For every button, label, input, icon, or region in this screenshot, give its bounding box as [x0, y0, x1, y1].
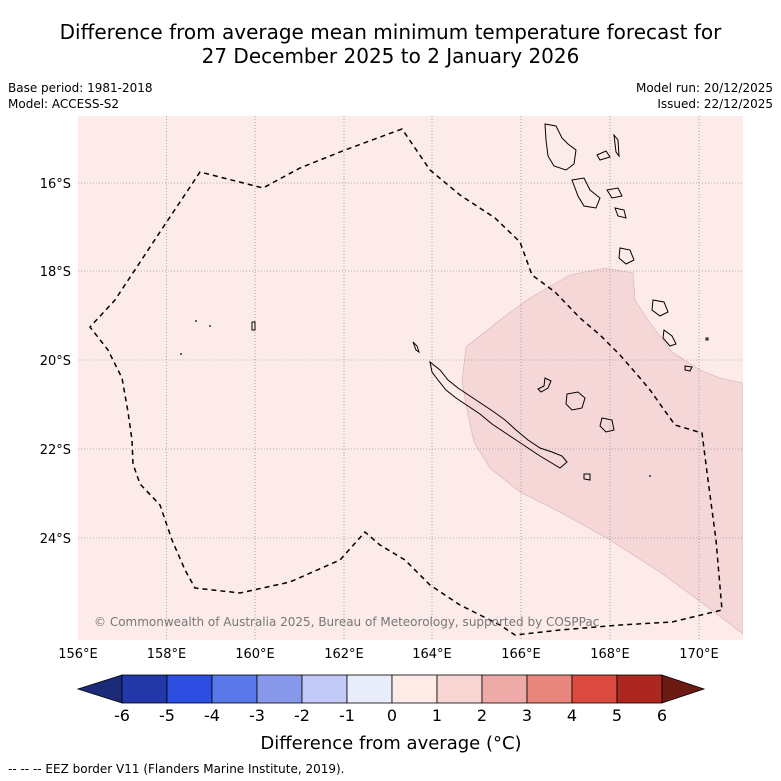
colorbar-tick-label: 1	[432, 706, 442, 725]
model-name: Model: ACCESS-S2	[8, 97, 120, 111]
colorbar-title: Difference from average (°C)	[260, 733, 521, 754]
issued-date: Issued: 22/12/2025	[657, 97, 773, 111]
colorbar-segment	[616, 674, 663, 704]
longitude-label: 170°E	[679, 647, 719, 662]
eez-footnote: -- -- -- EEZ border V11 (Flanders Marine…	[8, 762, 345, 776]
longitude-label: 156°E	[58, 647, 98, 662]
colorbar-segment	[526, 674, 573, 704]
colorbar-tick-label: 0	[387, 706, 397, 725]
epi-island	[614, 207, 627, 219]
colorbar-segment	[571, 674, 618, 704]
anomaly-plume-1-to-2	[461, 267, 743, 635]
belep-islands	[412, 341, 420, 354]
chesterfield-islands	[251, 321, 256, 331]
ambrym-island	[606, 187, 623, 199]
colorbar-tick-label: 4	[567, 706, 577, 725]
colorbar-over-arrow	[661, 674, 706, 704]
colorbar-tick-label: 2	[477, 706, 487, 725]
meta-right: Model run: 20/12/2025 Issued: 22/12/2025	[636, 80, 773, 112]
colorbar-segment	[301, 674, 348, 704]
aneityum-island	[684, 365, 693, 372]
longitude-label: 162°E	[324, 647, 364, 662]
latitude-label: 20°S	[40, 354, 71, 369]
colorbar-segment	[166, 674, 213, 704]
eez-border	[89, 128, 723, 636]
title-line-2: 27 December 2025 to 2 January 2026	[201, 44, 580, 68]
colorbar	[76, 674, 706, 704]
colorbar-tick-label: 3	[522, 706, 532, 725]
espiritu-santo-island	[544, 123, 577, 171]
walpole-island	[649, 475, 651, 477]
colorbar-segment	[391, 674, 438, 704]
colorbar-segment	[256, 674, 303, 704]
title-line-1: Difference from average mean minimum tem…	[59, 20, 722, 44]
new-caledonia-island	[429, 360, 568, 469]
colorbar-tick-label: -5	[159, 706, 175, 725]
erromango-island	[651, 299, 669, 317]
colorbar-under-arrow	[76, 674, 123, 704]
latitude-label: 16°S	[40, 177, 71, 192]
colorbar-tick-label: -2	[294, 706, 310, 725]
maewo-island	[613, 133, 620, 158]
reef-islet-2	[209, 325, 211, 327]
base-period: Base period: 1981-2018	[8, 81, 153, 95]
mare-island	[599, 417, 615, 433]
colorbar-tick-label: 6	[657, 706, 667, 725]
efate-island	[618, 247, 635, 265]
malo-island	[596, 150, 611, 161]
colorbar-tick-labels: -6 -5 -4 -3 -2 -1 0 1 2 3 4 5 6	[114, 706, 667, 725]
colorbar-segment	[211, 674, 258, 704]
longitude-labels: 156°E 158°E 160°E 162°E 164°E 166°E 168°E 170°E	[58, 647, 719, 662]
isle-of-pines	[583, 473, 591, 481]
latitude-label: 18°S	[40, 265, 71, 280]
colorbar-segment	[121, 674, 168, 704]
longitude-label: 158°E	[147, 647, 187, 662]
reef-islet-3	[180, 353, 182, 355]
latitude-label: 22°S	[40, 443, 71, 458]
ouvea-island	[537, 377, 552, 393]
longitude-label: 164°E	[412, 647, 452, 662]
latitude-labels: 16°S 18°S 20°S 22°S 24°S	[40, 177, 71, 547]
longitude-label: 160°E	[235, 647, 275, 662]
model-run: Model run: 20/12/2025	[635, 81, 773, 95]
colorbar-tick-label: -3	[249, 706, 265, 725]
colorbar-segment	[346, 674, 393, 704]
colorbar-tick-label: -1	[339, 706, 355, 725]
colorbar-segment	[481, 674, 528, 704]
map-gridlines	[78, 116, 743, 640]
malekula-island	[571, 177, 601, 209]
hunter-island	[705, 337, 709, 341]
longitude-label: 166°E	[501, 647, 541, 662]
copyright-notice: © Commonwealth of Australia 2025, Bureau…	[94, 615, 599, 629]
reef-islet-1	[195, 320, 197, 322]
lifou-island	[565, 391, 586, 411]
colorbar-tick-label: 5	[612, 706, 622, 725]
longitude-label: 168°E	[590, 647, 630, 662]
colorbar-tick-label: -6	[114, 706, 130, 725]
tanna-island	[662, 329, 677, 347]
latitude-label: 24°S	[40, 532, 71, 547]
meta-left: Base period: 1981-2018 Model: ACCESS-S2	[8, 80, 153, 112]
colorbar-tick-label: -4	[204, 706, 220, 725]
colorbar-segment	[436, 674, 483, 704]
